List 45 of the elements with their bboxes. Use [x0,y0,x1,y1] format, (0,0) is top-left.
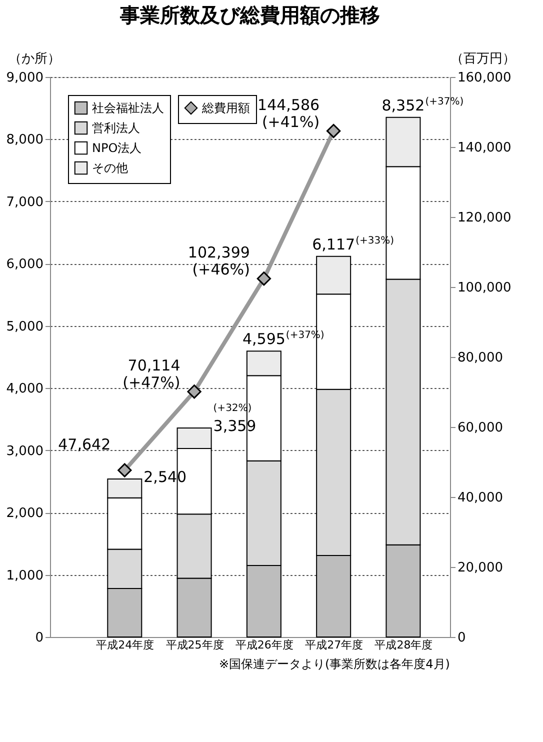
point [118,463,132,478]
legend-label: その他 [92,161,128,175]
data-label: 47,642 [58,435,111,454]
y-tick-label: 6,000 [6,257,44,272]
y-tick-label: 1,000 [6,568,44,584]
y-tick-label: 8,000 [6,132,44,148]
y-tick-label: 3,000 [6,444,44,459]
y2-tick-label: 160,000 [458,70,512,86]
y2-tick-label: 60,000 [458,420,503,436]
y2-tick-label: 0 [458,630,466,646]
point [256,272,272,286]
y-tick-label: 9,000 [6,70,44,86]
x-tick-label: 平成24年度 [96,638,154,652]
annotation: (+37%) [425,96,464,108]
y-tick-label: 0 [35,630,44,646]
y-tick-label: 4,000 [6,382,44,397]
total-label: 8,352 [382,96,425,114]
point [187,384,202,399]
y2-tick-label: 20,000 [458,560,503,576]
total-label: 6,117 [312,235,356,254]
chart-title: 事業所数及び総費用額の推移 [119,3,380,27]
y-tick-label: 2,000 [6,506,44,522]
data-label: 70,114 (+47%) [122,356,180,392]
y2-axis-title: （百万円） [450,52,516,66]
legend-label: NPO法人 [92,141,142,155]
data-label: 144,586 (+41%) [258,96,320,131]
legend-label: 営利法人 [92,121,140,135]
text: ※国保連データより(事業所数は各年度4月) [218,657,450,671]
y-tick-label: 5,000 [6,319,44,334]
data-label: 102,399 (+46%) [188,244,250,279]
legend-label: 総費用額 [201,101,250,115]
total-label: 4,595 [242,330,286,348]
x-tick-label: 平成26年度 [235,638,294,652]
x-tick-label: 平成28年度 [374,638,433,652]
y2-tick-label: 140,000 [458,140,512,156]
y2-tick-label: 120,000 [458,210,512,226]
x-tick-label: 平成25年度 [166,638,224,652]
y2-tick-label: 40,000 [458,490,503,506]
x-tick-label: 平成27年度 [305,638,364,652]
y2-tick-label: 80,000 [458,350,503,366]
y2-tick-label: 100,000 [458,280,512,296]
legend-label: 社会福祉法人 [92,101,164,115]
y-axis-title: （か所） [8,52,60,66]
y-tick-label: 7,000 [6,194,44,210]
point [326,124,341,138]
